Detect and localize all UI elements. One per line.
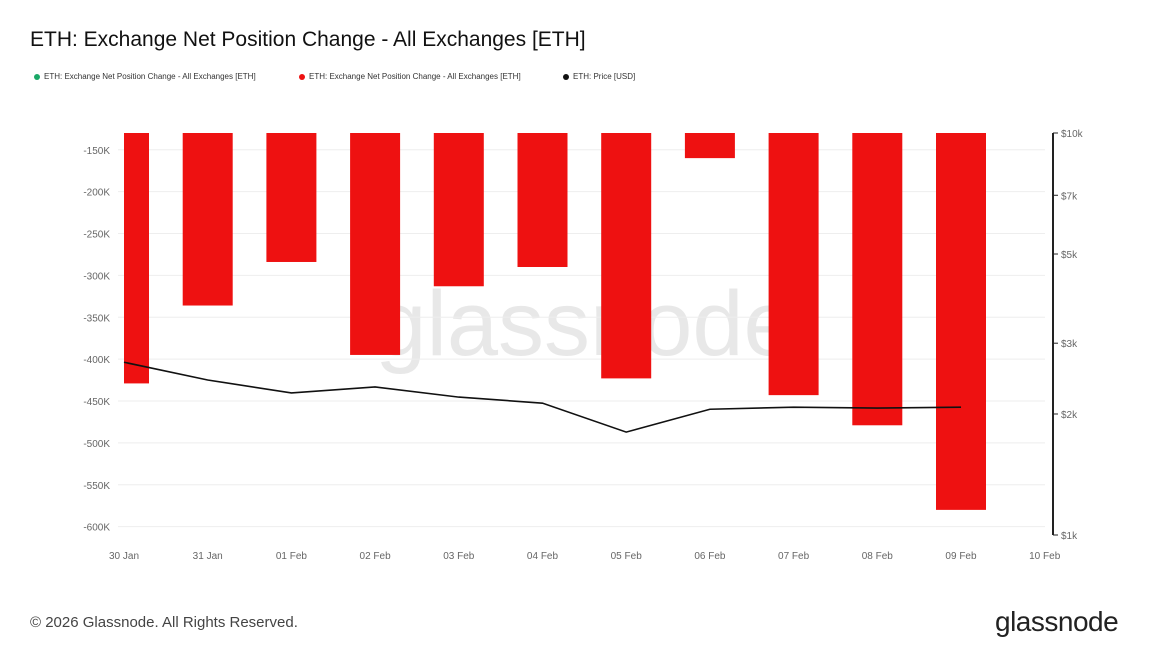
bar-30-jan xyxy=(124,133,149,384)
bar-05-feb xyxy=(601,133,652,379)
legend-dot-icon xyxy=(299,73,305,80)
left-tick-label: -450K xyxy=(83,397,110,408)
left-tick-label: -500K xyxy=(83,439,110,450)
x-tick-label: 05 Feb xyxy=(611,551,643,562)
bar-03-feb xyxy=(433,133,484,287)
legend-label: ETH: Exchange Net Position Change - All … xyxy=(44,72,256,81)
left-tick-label: -200K xyxy=(83,188,110,199)
right-tick-label: $10k xyxy=(1061,129,1084,140)
legend-item-net-position-green[interactable]: ETH: Exchange Net Position Change - All … xyxy=(34,72,256,81)
copyright-footer: © 2026 Glassnode. All Rights Reserved. xyxy=(30,614,298,631)
x-tick-label: 06 Feb xyxy=(694,551,726,562)
right-tick-label: $3k xyxy=(1061,339,1078,350)
legend-item-net-position-red[interactable]: ETH: Exchange Net Position Change - All … xyxy=(299,72,521,81)
x-tick-label: 02 Feb xyxy=(360,551,392,562)
left-tick-label: -600K xyxy=(83,523,110,534)
left-tick-label: -550K xyxy=(83,481,110,492)
bar-02-feb xyxy=(350,133,401,355)
left-tick-label: -250K xyxy=(83,230,110,241)
legend-dot-icon xyxy=(34,73,40,80)
left-tick-label: -300K xyxy=(83,271,110,282)
bar-08-feb xyxy=(852,133,903,426)
x-tick-label: 10 Feb xyxy=(1029,551,1061,562)
bar-09-feb xyxy=(936,133,986,510)
legend-label: ETH: Price [USD] xyxy=(573,72,636,81)
x-tick-label: 30 Jan xyxy=(109,551,139,562)
chart-title: ETH: Exchange Net Position Change - All … xyxy=(30,28,586,51)
left-tick-label: -150K xyxy=(83,146,110,157)
right-tick-label: $7k xyxy=(1061,191,1078,202)
bar-31-jan xyxy=(182,133,233,306)
right-tick-label: $2k xyxy=(1061,410,1078,421)
x-tick-label: 04 Feb xyxy=(527,551,559,562)
legend-item-price[interactable]: ETH: Price [USD] xyxy=(563,72,635,81)
bar-06-feb xyxy=(684,133,735,159)
x-tick-label: 03 Feb xyxy=(443,551,475,562)
watermark: glassnode xyxy=(375,273,794,375)
x-tick-label: 09 Feb xyxy=(945,551,977,562)
left-tick-label: -400K xyxy=(83,355,110,366)
right-tick-label: $1k xyxy=(1061,531,1078,542)
right-tick-label: $5k xyxy=(1061,250,1078,261)
legend-label: ETH: Exchange Net Position Change - All … xyxy=(309,72,521,81)
x-tick-label: 08 Feb xyxy=(862,551,894,562)
x-tick-label: 01 Feb xyxy=(276,551,308,562)
x-tick-label: 31 Jan xyxy=(193,551,223,562)
bar-01-feb xyxy=(266,133,317,262)
left-tick-label: -350K xyxy=(83,313,110,324)
x-tick-label: 07 Feb xyxy=(778,551,810,562)
legend-dot-icon xyxy=(563,73,569,80)
glassnode-logo: glassnode xyxy=(995,606,1119,637)
bar-04-feb xyxy=(517,133,568,267)
bar-07-feb xyxy=(768,133,819,396)
